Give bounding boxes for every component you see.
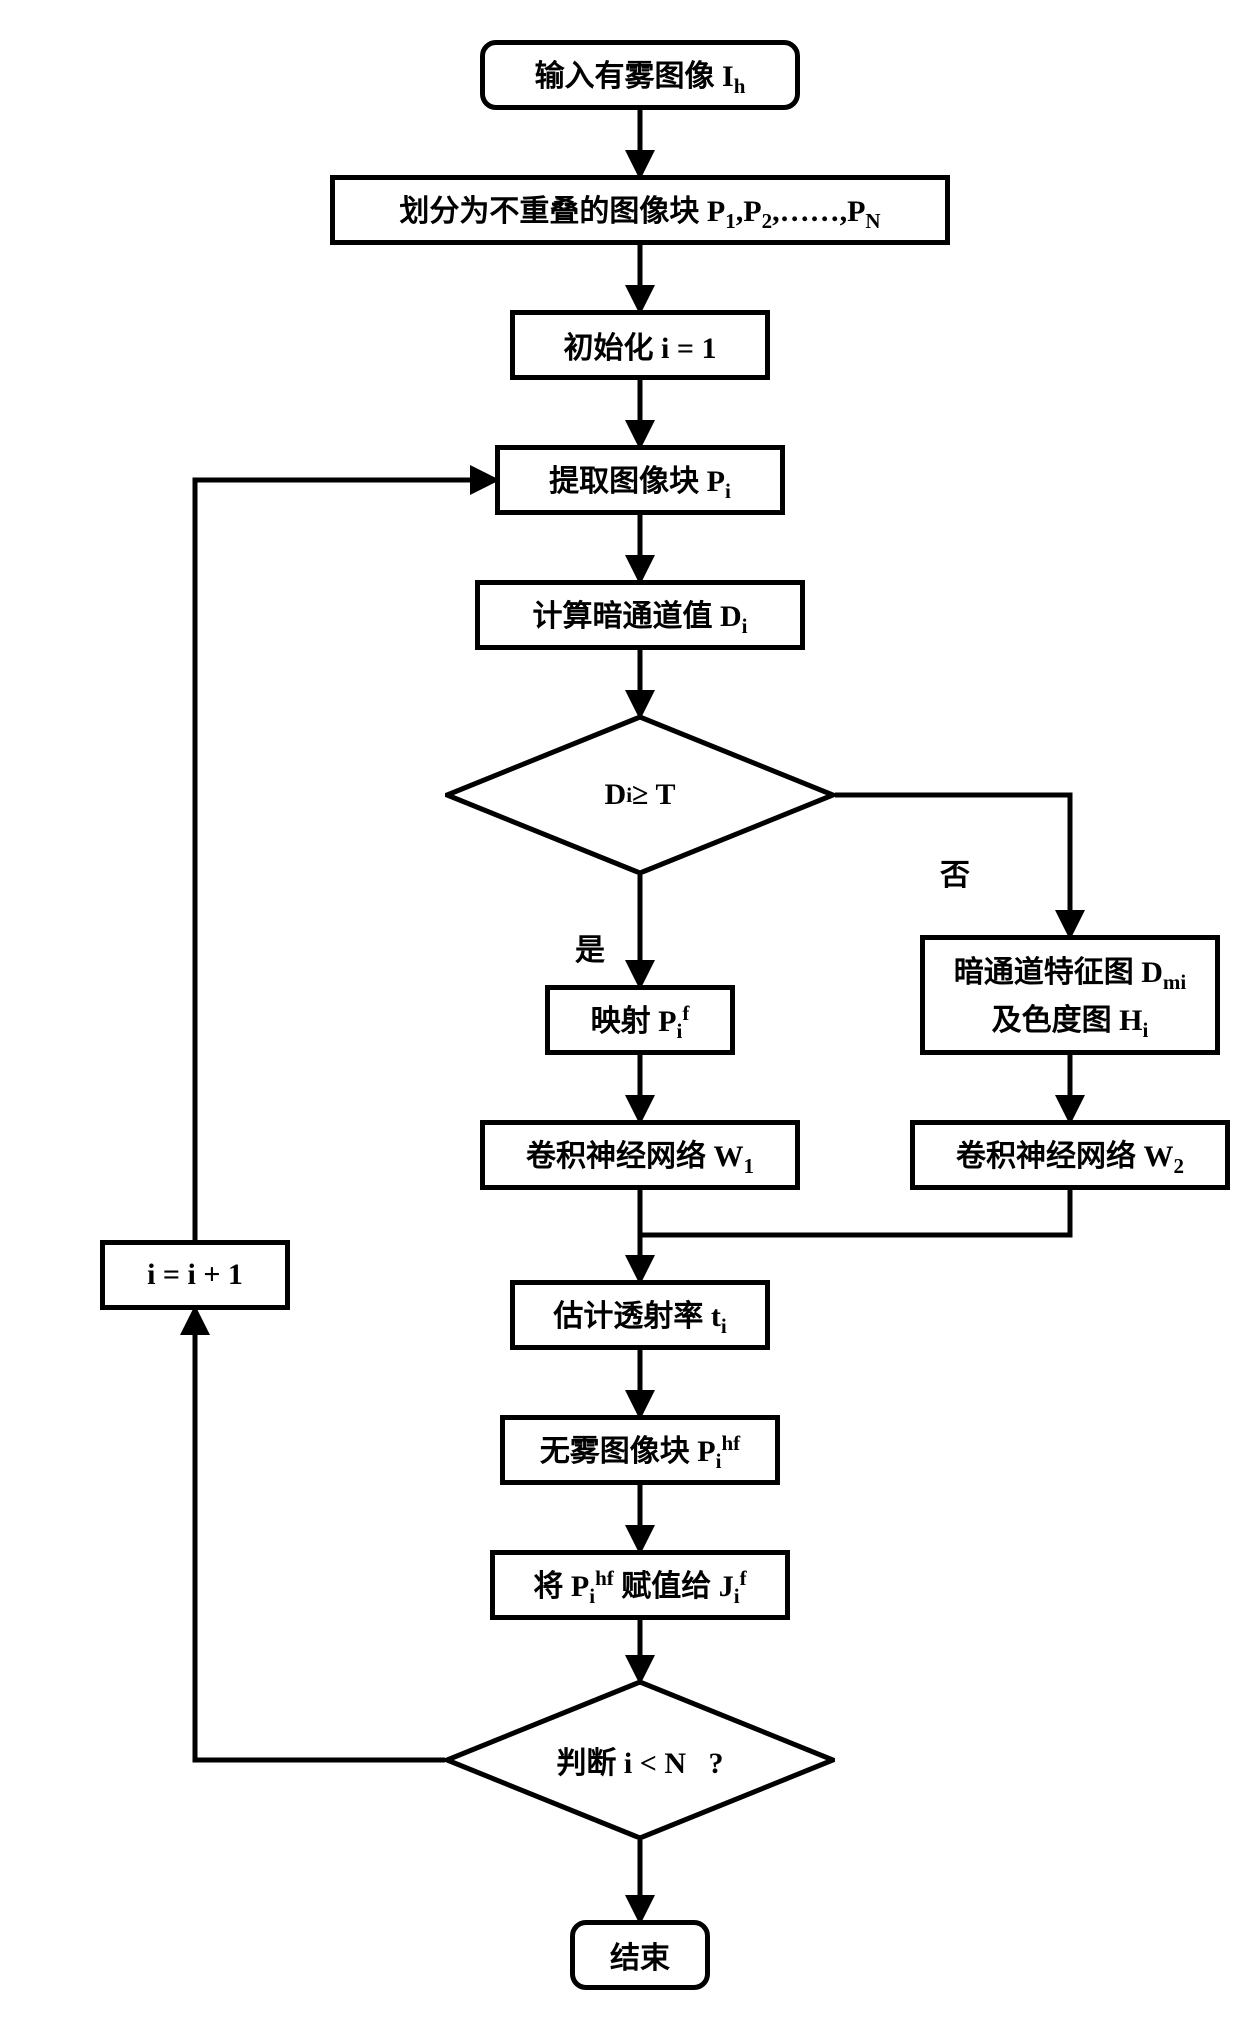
node-n4: 提取图像块 Pi [495, 445, 785, 515]
node-label: 卷积神经网络 W2 [956, 1131, 1184, 1179]
node-label: 提取图像块 Pi [549, 456, 731, 504]
edge-label: 否 [940, 850, 970, 894]
node-n10: 卷积神经网络 W2 [910, 1120, 1230, 1190]
node-label: 输入有雾图像 Ih [535, 51, 746, 99]
node-n16: 结束 [570, 1920, 710, 1990]
node-n5: 计算暗通道值 Di [475, 580, 805, 650]
node-label: 将 Pihf 赋值给 Jif [533, 1561, 746, 1609]
node-n3: 初始化 i = 1 [510, 310, 770, 380]
node-label: 映射 Pif [591, 996, 690, 1044]
node-label: Di ≥ T [445, 715, 835, 875]
node-label: 无雾图像块 Pihf [540, 1426, 740, 1474]
node-n12: 无雾图像块 Pihf [500, 1415, 780, 1485]
edge-n14-n15 [195, 1310, 445, 1760]
node-n11: 估计透射率 ti [510, 1280, 770, 1350]
node-n8: 暗通道特征图 Dmi及色度图 Hi [920, 935, 1220, 1055]
node-n13: 将 Pihf 赋值给 Jif [490, 1550, 790, 1620]
node-label: 卷积神经网络 W1 [526, 1131, 754, 1179]
node-n14: 判断 i < N ? [445, 1680, 835, 1840]
node-n1: 输入有雾图像 Ih [480, 40, 800, 110]
node-n6: Di ≥ T [445, 715, 835, 875]
node-label: 初始化 i = 1 [564, 323, 717, 367]
flowchart-canvas: 输入有雾图像 Ih 划分为不重叠的图像块 P1,P2,……,PN 初始化 i = 1… [0, 0, 1240, 2030]
node-label: 划分为不重叠的图像块 P1,P2,……,PN [399, 186, 880, 234]
node-label: 暗通道特征图 Dmi及色度图 Hi [954, 947, 1187, 1043]
node-label: 估计透射率 ti [553, 1291, 726, 1339]
node-label: 判断 i < N ? [445, 1680, 835, 1840]
edge-label: 是 [575, 925, 605, 969]
node-label: 结束 [610, 1933, 670, 1977]
node-n9: 卷积神经网络 W1 [480, 1120, 800, 1190]
node-label: i = i + 1 [147, 1258, 243, 1292]
node-n7: 映射 Pif [545, 985, 735, 1055]
node-n15: i = i + 1 [100, 1240, 290, 1310]
edge-n10-join [640, 1190, 1070, 1235]
node-label: 计算暗通道值 Di [532, 591, 747, 639]
node-n2: 划分为不重叠的图像块 P1,P2,……,PN [330, 175, 950, 245]
